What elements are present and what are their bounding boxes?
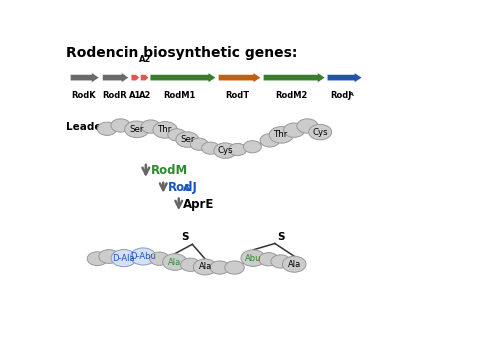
Ellipse shape [130,248,156,265]
Text: D-Ala: D-Ala [112,254,135,263]
FancyArrow shape [70,73,100,83]
Ellipse shape [269,127,293,143]
Ellipse shape [190,138,208,150]
Text: D-Abu: D-Abu [130,252,156,261]
Ellipse shape [99,250,119,264]
Ellipse shape [260,134,280,147]
Text: Cys: Cys [218,146,233,155]
Text: RodM2: RodM2 [275,91,308,100]
Text: AprE: AprE [184,198,215,211]
Ellipse shape [284,123,305,137]
Text: Abu: Abu [245,254,262,263]
Text: Thr: Thr [158,125,172,134]
Ellipse shape [162,254,187,270]
Text: RodM1: RodM1 [164,91,196,100]
Text: A2: A2 [138,55,151,64]
Ellipse shape [124,121,149,137]
Text: Ala: Ala [288,260,301,269]
Ellipse shape [87,252,108,266]
Ellipse shape [244,141,262,153]
Ellipse shape [225,261,244,274]
Ellipse shape [111,119,130,132]
FancyArrow shape [218,73,261,83]
FancyArrow shape [327,73,362,83]
Ellipse shape [214,143,236,158]
FancyArrow shape [102,73,129,83]
FancyArrow shape [140,74,149,81]
Ellipse shape [98,122,117,135]
FancyArrow shape [150,73,216,83]
Text: Ser: Ser [180,135,194,144]
Text: RodJ: RodJ [168,181,198,194]
Ellipse shape [210,261,230,274]
Ellipse shape [194,259,217,275]
Text: Ser: Ser [130,125,144,134]
Ellipse shape [111,250,136,267]
Ellipse shape [282,256,306,272]
Text: Ala: Ala [168,257,181,266]
Text: A: A [349,92,354,97]
Text: S: S [182,232,189,242]
Text: Leader—: Leader— [66,122,117,132]
Ellipse shape [150,252,169,265]
Ellipse shape [153,122,178,138]
Ellipse shape [297,119,318,133]
Text: RodJ: RodJ [330,91,351,100]
Text: Cys: Cys [312,127,328,136]
Text: Thr: Thr [274,130,288,139]
FancyArrow shape [131,74,140,81]
Ellipse shape [180,258,200,271]
Ellipse shape [176,132,199,147]
Ellipse shape [168,129,186,141]
Text: RodR: RodR [102,91,126,100]
Ellipse shape [259,253,278,266]
FancyArrow shape [263,73,325,83]
Text: Rodencin biosynthetic genes:: Rodencin biosynthetic genes: [66,46,298,60]
Ellipse shape [271,255,290,268]
Text: S: S [277,232,284,242]
Ellipse shape [141,120,161,133]
Text: A2: A2 [138,91,151,100]
Text: A: A [184,184,190,193]
Ellipse shape [228,144,246,155]
Ellipse shape [309,124,332,140]
Ellipse shape [241,250,266,266]
Text: RodM: RodM [150,164,188,177]
Text: RodK: RodK [71,91,96,100]
Text: RodT: RodT [226,91,250,100]
Text: A1: A1 [129,91,141,100]
Ellipse shape [202,142,220,154]
Text: Ala: Ala [198,262,211,271]
